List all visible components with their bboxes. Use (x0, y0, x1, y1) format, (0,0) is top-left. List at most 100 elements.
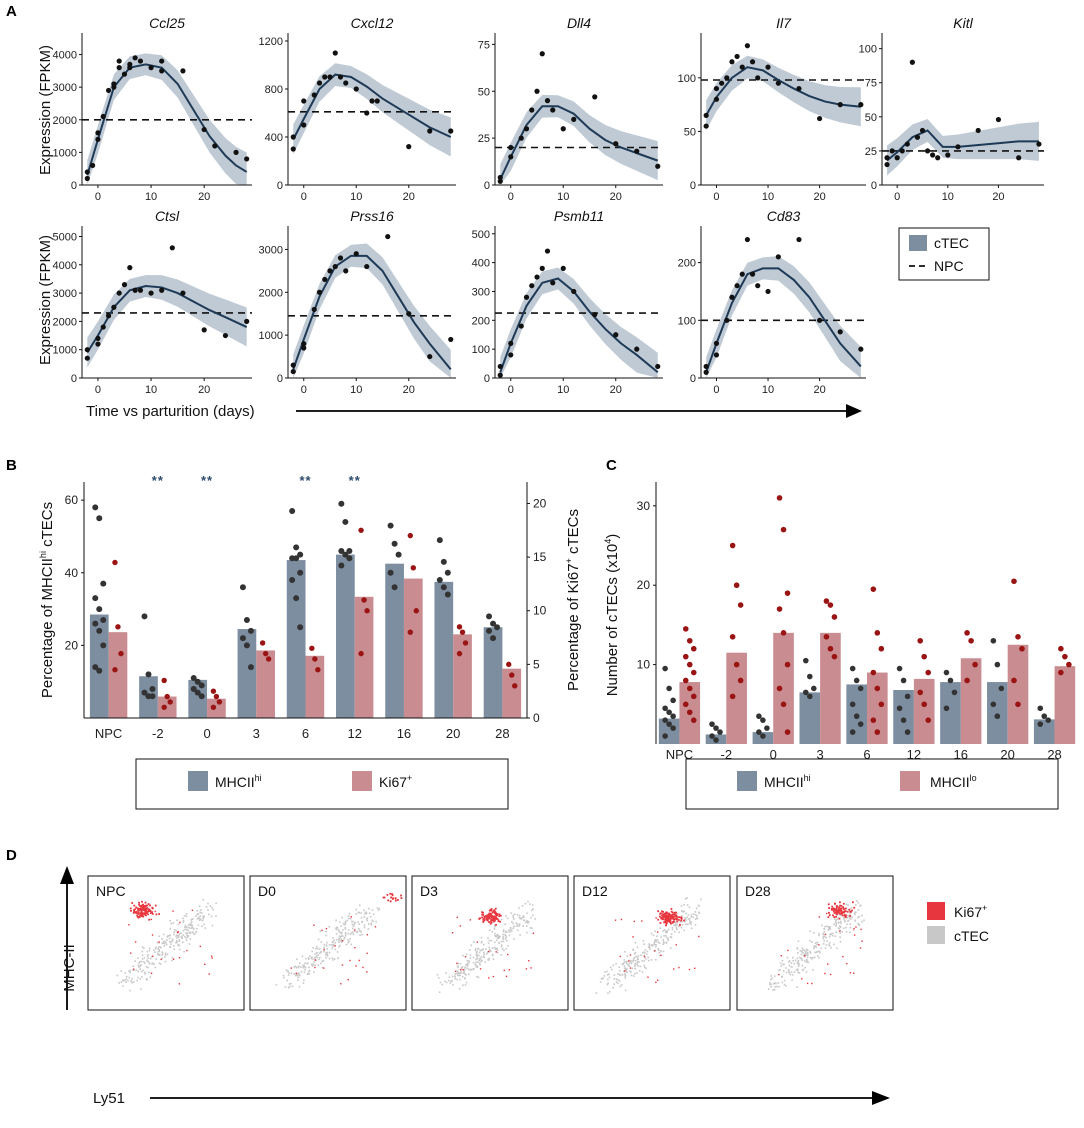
ctec-event (169, 920, 171, 922)
ki67-event (151, 907, 154, 910)
ki67-event (314, 966, 316, 969)
ctec-event (189, 924, 192, 927)
ctec-event (846, 916, 848, 919)
ki67-event (341, 964, 344, 966)
point-mhcii-hi (490, 620, 497, 627)
ctec-event (662, 950, 665, 953)
ki67-event (145, 908, 148, 911)
ctec-event (645, 953, 648, 956)
ctec-event (461, 966, 464, 968)
ctec-event (681, 920, 683, 923)
ctec-event (824, 925, 826, 928)
ctec-event (460, 971, 462, 973)
ctec-event (143, 957, 146, 959)
data-point (406, 311, 412, 317)
ctec-event (336, 951, 339, 953)
ki67-event (141, 912, 143, 915)
flow-plot-label: D12 (582, 883, 608, 899)
category-0: 0** (188, 473, 226, 741)
ctec-event (790, 962, 793, 964)
ctec-event (197, 913, 200, 915)
significance-marker: ** (201, 473, 213, 488)
data-point (364, 110, 370, 116)
point-mhcii-hi (857, 685, 864, 692)
data-point (148, 65, 154, 71)
ki67-event (493, 915, 495, 918)
ctec-event (633, 975, 635, 977)
ki67-event (325, 927, 328, 930)
point-mhcii-lo (776, 606, 783, 612)
point-mhcii-hi (990, 637, 997, 644)
category-NPC: NPC (658, 626, 701, 762)
ctec-event (488, 949, 491, 952)
point-mhcii-hi (96, 606, 103, 613)
ctec-event (297, 972, 300, 975)
ki67-event (158, 913, 161, 915)
ctec-event (188, 926, 191, 929)
ctec-event (622, 970, 625, 973)
bar-ki67 (207, 698, 226, 718)
ctec-event (135, 969, 138, 971)
ki67-event (844, 910, 847, 912)
data-point (337, 255, 344, 261)
ctec-event (621, 963, 624, 966)
y-tick-label-right: 20 (533, 496, 547, 510)
ctec-event (643, 943, 645, 945)
bar-ki67 (157, 696, 177, 718)
data-point (116, 58, 122, 64)
data-point (337, 74, 344, 80)
ctec-event (350, 931, 353, 934)
ki67-event (842, 956, 844, 958)
ctec-event (125, 978, 128, 980)
point-mhcii-hi (444, 591, 451, 598)
x-tick-label: 0 (301, 191, 307, 203)
ctec-event (694, 913, 697, 916)
point-mhcii-hi (239, 635, 246, 642)
ki67-event (149, 904, 151, 907)
ctec-event (532, 914, 534, 917)
ctec-event (529, 903, 531, 905)
ctec-event (782, 963, 784, 966)
ki67-event (831, 908, 833, 911)
ki67-event (135, 906, 138, 909)
ctec-event (350, 920, 353, 923)
ctec-event (621, 973, 624, 976)
ctec-event (509, 930, 512, 933)
ctec-event (352, 927, 354, 930)
bar-ki67 (354, 596, 374, 718)
ctec-event (312, 946, 315, 949)
ctec-event (500, 944, 503, 946)
ki67-event (629, 954, 632, 956)
ctec-event (526, 925, 528, 927)
ctec-event (130, 980, 132, 982)
flow-plot-d3: D3 (411, 875, 569, 1011)
ki67-event (150, 918, 152, 921)
ctec-event (502, 935, 505, 938)
data-point (534, 88, 540, 94)
ctec-event (128, 970, 130, 972)
ctec-event (335, 919, 337, 922)
ctec-event (634, 972, 636, 975)
ctec-event (132, 965, 135, 967)
ki67-event (657, 918, 660, 921)
ctec-event (660, 936, 663, 938)
ctec-event (522, 925, 525, 927)
x-tick-label: 10 (942, 191, 954, 203)
point-mhcii-lo (686, 685, 693, 692)
y-tick-label: 200 (678, 258, 696, 270)
ctec-event (171, 938, 174, 940)
ctec-event (816, 941, 818, 944)
ki67-event (843, 907, 845, 910)
ctec-event (484, 948, 487, 950)
data-point (955, 144, 961, 150)
point-mhcii-lo (776, 495, 783, 501)
data-point (201, 126, 207, 133)
ctec-event (652, 944, 654, 946)
ctec-event (472, 968, 474, 971)
ctec-event (196, 910, 199, 912)
ctec-event (298, 985, 301, 988)
ctec-event (377, 909, 380, 911)
ctec-event (162, 933, 165, 936)
ki67-event (670, 922, 672, 925)
ctec-event (482, 948, 484, 950)
